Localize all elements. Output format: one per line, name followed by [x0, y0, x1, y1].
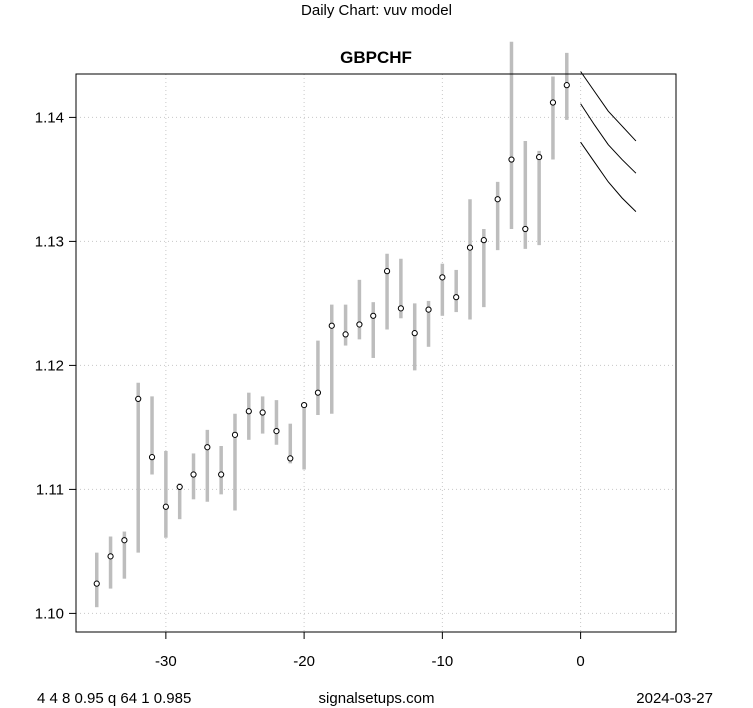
close-point — [287, 455, 294, 462]
x-tick-label: 0 — [576, 653, 584, 670]
close-point — [383, 268, 391, 275]
close-point — [121, 537, 128, 544]
y-tick-label: 1.12 — [35, 357, 64, 374]
close-point — [508, 156, 515, 163]
x-tick-label: -20 — [293, 653, 315, 670]
close-point — [204, 444, 211, 451]
close-point — [176, 483, 183, 491]
close-point — [328, 322, 335, 329]
chart-caption: Daily Chart: vuv model — [301, 2, 452, 19]
close-point — [314, 389, 322, 396]
close-point — [301, 401, 308, 409]
close-point — [342, 331, 349, 338]
x-tick-label: -10 — [432, 653, 454, 670]
forecast-lines — [580, 71, 637, 212]
close-point — [162, 503, 169, 510]
close-point — [135, 395, 142, 402]
close-point — [425, 306, 432, 313]
close-point — [245, 408, 252, 415]
close-point — [494, 196, 501, 203]
close-point — [231, 431, 239, 438]
close-point — [93, 580, 100, 587]
y-tick-label: 1.14 — [35, 109, 64, 126]
close-point — [453, 294, 460, 301]
close-point — [356, 321, 363, 328]
close-point — [107, 553, 114, 560]
close-point — [148, 454, 156, 461]
close-point — [411, 330, 418, 337]
grid — [76, 74, 676, 632]
axes: -30 -20 -10 0 1.10 1.11 1.12 1.13 1.14 — [35, 109, 585, 670]
y-tick-label: 1.11 — [36, 481, 64, 498]
close-point — [563, 82, 570, 89]
close-point — [190, 471, 197, 478]
close-point — [273, 428, 280, 435]
close-point — [439, 274, 446, 281]
close-point — [549, 99, 557, 106]
close-point — [536, 153, 543, 161]
close-point — [370, 312, 377, 319]
close-point — [218, 471, 225, 478]
close-points — [93, 82, 570, 587]
close-point — [480, 237, 487, 244]
y-tick-label: 1.10 — [35, 605, 64, 622]
close-point — [466, 244, 474, 251]
forecast-line-middle — [580, 103, 637, 174]
close-point — [522, 225, 529, 233]
x-tick-label: -30 — [155, 653, 177, 670]
forecast-line-upper — [580, 71, 637, 142]
forecast-line-lower — [580, 141, 637, 212]
footer-params: 4 4 8 0.95 q 64 1 0.985 — [37, 690, 192, 707]
footer-site: signalsetups.com — [318, 690, 435, 707]
close-point — [259, 409, 266, 416]
close-point — [397, 305, 404, 312]
footer-date: 2024-03-27 — [636, 690, 713, 707]
plot-frame — [75, 73, 677, 633]
y-tick-label: 1.13 — [35, 233, 64, 250]
chart-title: GBPCHF — [340, 48, 412, 67]
